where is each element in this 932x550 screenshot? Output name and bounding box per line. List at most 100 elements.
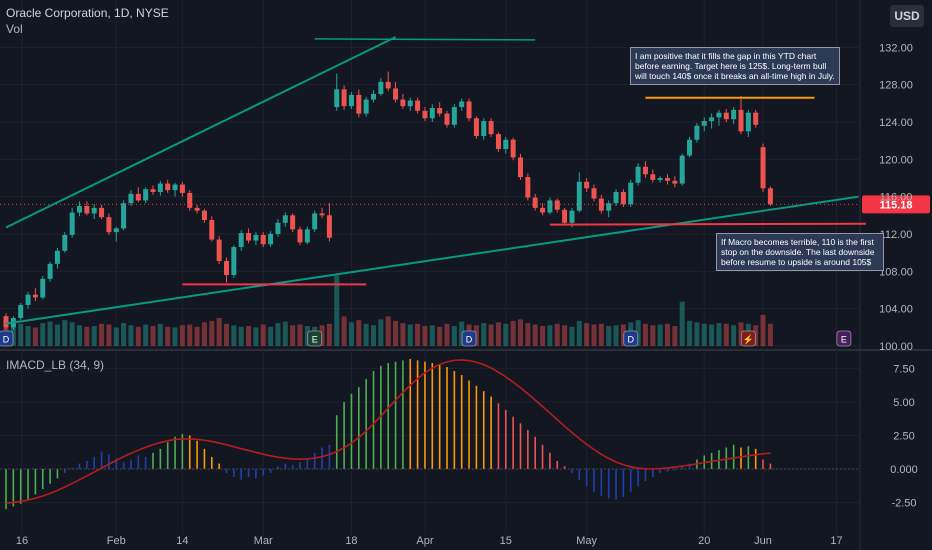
volume-bar — [650, 325, 656, 346]
candle-body — [216, 239, 222, 262]
candle-body — [275, 222, 281, 234]
macd-bar — [343, 401, 345, 469]
macd-bar — [255, 468, 257, 479]
macd-bar — [571, 468, 573, 473]
macd-bar — [34, 468, 37, 495]
volume-bar — [495, 322, 501, 346]
indicator-label[interactable]: IMACD_LB (34, 9) — [6, 358, 105, 372]
lower-trend-line — [5, 195, 859, 325]
candle-body — [25, 294, 31, 305]
macd-bar — [446, 367, 448, 469]
event-marker-box — [0, 330, 14, 347]
volume-bar — [525, 323, 531, 346]
volume-bar — [224, 323, 229, 346]
macd-bar — [541, 444, 544, 469]
candle-body — [179, 184, 185, 193]
macd-bar — [402, 360, 404, 469]
volume-bar — [77, 325, 82, 346]
volume-bar — [393, 320, 399, 346]
macd-bar — [12, 468, 15, 507]
candle-body — [165, 183, 171, 191]
macd-bar — [519, 423, 522, 469]
volume-bar — [356, 320, 362, 346]
candle-body — [716, 112, 722, 118]
x-tick-label: May — [576, 535, 597, 547]
volume-bar — [18, 323, 24, 346]
x-tick-label: 18 — [345, 535, 357, 547]
volume-bar — [209, 320, 215, 346]
candle-body — [297, 229, 303, 243]
macd-bar — [269, 468, 272, 473]
x-tick-label: 14 — [176, 535, 188, 547]
event-marker[interactable]: ⚡ — [740, 330, 756, 347]
volume-bar — [143, 324, 149, 346]
annotation-note-top[interactable]: I am positive that it fills the gap in t… — [630, 47, 840, 85]
candle-body — [407, 100, 413, 107]
macd-signal-line — [5, 359, 771, 504]
volume-bar — [106, 324, 112, 346]
event-marker[interactable]: D — [461, 330, 477, 347]
macd-bar — [284, 463, 287, 469]
annotation-note-bottom[interactable]: If Macro becomes terrible, 110 is the fi… — [716, 233, 884, 271]
candle-body — [187, 192, 193, 208]
currency-button[interactable]: USD — [890, 5, 924, 27]
macd-bar — [56, 468, 59, 479]
macd-bar — [27, 468, 29, 500]
candle-body — [547, 200, 553, 213]
macd-bar — [5, 468, 7, 510]
macd-bar — [769, 463, 772, 469]
macd-bar — [115, 458, 118, 469]
macd-bar — [600, 468, 603, 496]
macd-bar — [19, 468, 22, 504]
volume-bar — [642, 323, 648, 346]
volume-bar — [246, 326, 252, 346]
x-tick-label: 20 — [698, 535, 710, 547]
macd-bar — [49, 468, 51, 484]
macd-bar — [556, 460, 559, 469]
event-markers[interactable]: D E D D ⚡ E — [0, 330, 852, 347]
macd-bar — [629, 468, 632, 492]
macd-bar — [211, 456, 213, 469]
candle-body — [326, 215, 332, 238]
event-marker[interactable]: D — [0, 330, 14, 347]
candle-body — [731, 109, 737, 120]
event-marker-box — [623, 330, 639, 347]
candle-body — [128, 193, 134, 204]
volume-bar — [334, 275, 340, 346]
event-marker[interactable]: D — [623, 330, 639, 347]
candle-body — [591, 188, 597, 199]
candle-body — [767, 188, 773, 205]
macd-bar — [475, 385, 478, 469]
macd-bar — [86, 460, 88, 469]
volume-bar — [135, 326, 141, 346]
candle-body — [400, 99, 406, 107]
macd-bar — [424, 361, 426, 469]
candle-body — [282, 215, 288, 223]
volume-bar — [282, 321, 288, 346]
upper-trend-line — [5, 36, 396, 229]
volume-bar — [598, 323, 604, 346]
candle-body — [444, 113, 450, 125]
event-marker-box — [836, 330, 852, 347]
macd-bar — [152, 452, 154, 469]
macd-bar — [203, 448, 206, 469]
macd-bar — [637, 468, 639, 487]
candle-body — [569, 210, 575, 223]
y-tick-label: 104.00 — [879, 304, 913, 316]
candle-body — [268, 234, 274, 245]
candle-body — [503, 139, 509, 150]
macd-bar — [534, 436, 536, 469]
macd-bar — [78, 463, 81, 469]
candle-body — [665, 178, 670, 181]
event-marker[interactable]: E — [836, 330, 852, 347]
macd-bar — [130, 459, 132, 469]
event-marker-label: D — [466, 335, 473, 345]
volume-bar — [326, 323, 332, 346]
event-marker[interactable]: E — [307, 330, 323, 347]
macd-bar — [225, 468, 228, 473]
symbol-title[interactable]: Oracle Corporation, 1D, NYSE — [6, 6, 169, 20]
volume-bar — [62, 320, 68, 346]
volume-bar — [121, 323, 127, 346]
macd-bar — [387, 363, 389, 469]
